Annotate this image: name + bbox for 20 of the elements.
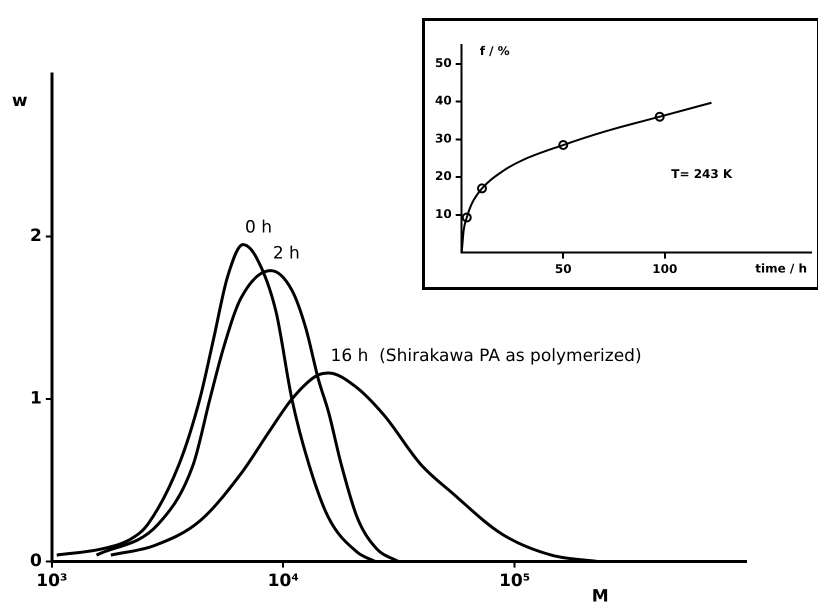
x-tick-label: 100	[652, 262, 678, 276]
series-label: 2 h	[272, 244, 300, 264]
y-tick-label: 50	[434, 56, 452, 70]
y-tick-label: 2	[30, 226, 42, 246]
x-tick-label: 10³	[36, 571, 68, 592]
y-tick-label: 30	[434, 131, 452, 146]
x-axis-title: time / h	[755, 262, 807, 276]
x-axis-title: M	[592, 586, 609, 607]
y-tick-label: 10	[434, 206, 452, 221]
y-tick-label: 40	[434, 94, 452, 108]
y-tick-label: 20	[434, 169, 452, 184]
y-axis-title: w	[12, 91, 28, 111]
y-axis-title: f / %	[480, 44, 510, 58]
x-tick-label: 10⁴	[268, 571, 299, 592]
y-tick-label: 1	[30, 388, 42, 408]
series-label: 16 h (Shirakawa PA as polymerized)	[330, 346, 642, 366]
y-tick-label: 0	[30, 551, 42, 572]
series-label: 0 h	[244, 218, 272, 238]
annotation: T= 243 K	[671, 166, 733, 181]
x-tick-label: 10⁵	[499, 571, 530, 592]
